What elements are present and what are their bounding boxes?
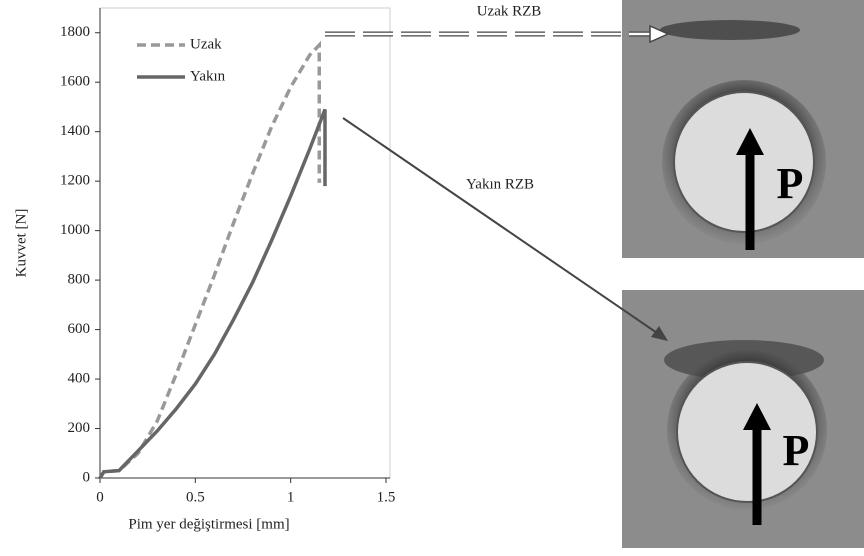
photo-top: P xyxy=(622,0,864,258)
y-tick-label: 1400 xyxy=(60,123,90,139)
y-tick-label: 1600 xyxy=(60,74,90,90)
x-tick-label: 0.5 xyxy=(186,489,205,505)
photo-label: P xyxy=(777,159,804,208)
annotation: Yakın RZB xyxy=(466,176,534,192)
series-line xyxy=(98,40,322,479)
x-axis-title: Pim yer değiştirmesi [mm] xyxy=(128,516,289,532)
arrow-yakin xyxy=(342,117,668,341)
y-axis-title: Kuvvet [N] xyxy=(13,209,29,278)
y-tick-label: 1800 xyxy=(60,24,90,40)
arrow-uzak xyxy=(325,24,670,44)
photo-bottom: P xyxy=(622,290,864,548)
x-tick-label: 1 xyxy=(287,489,295,505)
legend-label: Yakın xyxy=(190,68,226,84)
photo-label: P xyxy=(783,426,810,475)
y-tick-label: 1200 xyxy=(60,173,90,189)
y-tick-label: 800 xyxy=(68,272,91,288)
x-tick-label: 1.5 xyxy=(377,489,396,505)
y-tick-label: 0 xyxy=(83,469,91,485)
series-line xyxy=(98,108,327,479)
x-tick-label: 0 xyxy=(96,489,104,505)
y-tick-label: 400 xyxy=(68,370,91,386)
y-tick-label: 600 xyxy=(68,321,91,337)
y-tick-label: 200 xyxy=(68,420,91,436)
y-tick-label: 1000 xyxy=(60,222,90,238)
annotation: Uzak RZB xyxy=(477,3,542,19)
legend-label: Uzak xyxy=(190,36,222,52)
